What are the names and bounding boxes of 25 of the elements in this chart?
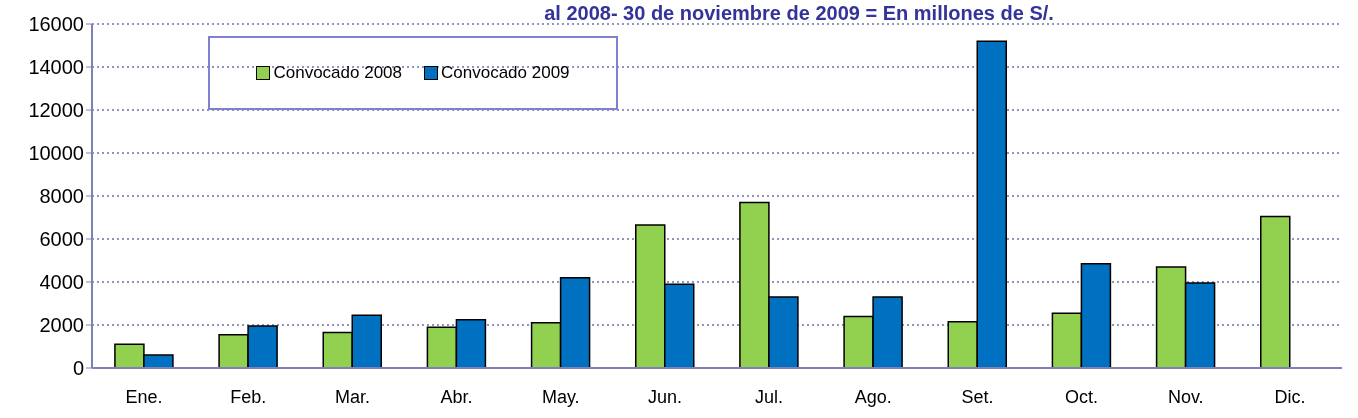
legend-label: Convocado 2008 [273, 63, 402, 83]
x-tick-label: Dic. [1274, 386, 1306, 407]
y-tick-label: 8000 [39, 185, 84, 208]
x-tick-label: Ago. [854, 386, 892, 407]
chart-title: al 2008- 30 de noviembre de 2009 = En millones de S/. [544, 2, 1054, 24]
x-tick-label: Nov. [1167, 386, 1204, 407]
bar [1260, 215, 1291, 368]
y-tick-label: 0 [72, 357, 84, 380]
legend-label: Convocado 2009 [441, 63, 570, 83]
x-tick-label: Set. [961, 386, 994, 407]
x-tick-label: Feb. [230, 386, 267, 407]
y-tick-label: 4000 [39, 271, 84, 294]
x-tick-label: Jul. [755, 386, 784, 407]
x-tick-label: Jun. [647, 386, 682, 407]
y-tick-label: 16000 [28, 13, 84, 36]
x-tick-label: Abr. [440, 386, 473, 407]
y-tick-label: 10000 [28, 142, 84, 165]
y-tick-label: 2000 [39, 314, 84, 337]
y-tick-label: 14000 [28, 56, 84, 79]
x-tick-label: Mar. [334, 386, 370, 407]
y-tick-label: 6000 [39, 228, 84, 251]
y-tick-label: 12000 [28, 99, 84, 122]
x-tick-label: Oct. [1065, 386, 1099, 407]
x-tick-label: Ene. [125, 386, 163, 407]
x-tick-label: May. [541, 386, 580, 407]
